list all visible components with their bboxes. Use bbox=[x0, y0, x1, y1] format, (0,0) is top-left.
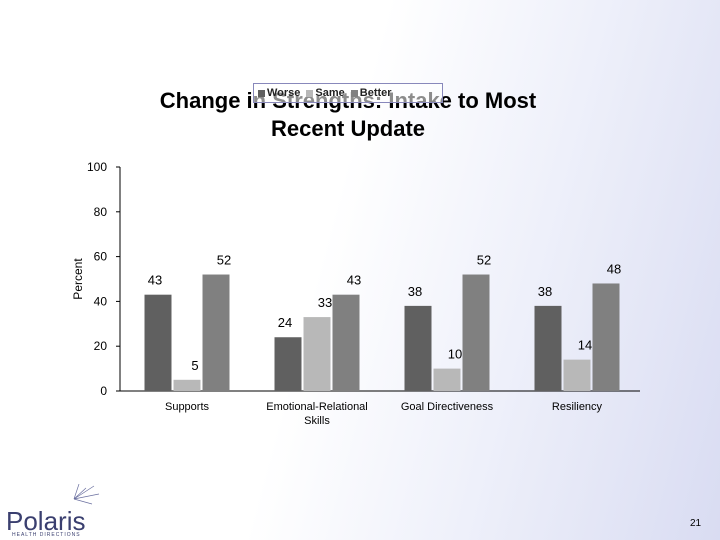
y-tick-label: 20 bbox=[94, 339, 108, 353]
data-label: 10 bbox=[448, 347, 462, 362]
y-tick-label: 0 bbox=[100, 384, 107, 398]
bar-better bbox=[332, 294, 360, 391]
x-category-label: Skills bbox=[304, 415, 330, 427]
legend-swatch-same bbox=[306, 89, 314, 97]
data-label: 43 bbox=[347, 273, 361, 288]
bar-same bbox=[563, 359, 591, 391]
x-category-label: Supports bbox=[165, 401, 210, 413]
chart-legend: Worse Same Better bbox=[253, 83, 443, 103]
data-label: 38 bbox=[538, 284, 552, 299]
polaris-logo: Polaris HEALTH DIRECTIONS bbox=[6, 484, 126, 538]
x-category-label: Goal Directiveness bbox=[401, 401, 494, 413]
bar-worse bbox=[534, 305, 562, 391]
y-tick-label: 100 bbox=[87, 160, 107, 174]
legend-item-same: Same bbox=[306, 87, 345, 99]
x-category-label: Resiliency bbox=[552, 401, 603, 413]
x-category-label: Emotional-Relational bbox=[266, 401, 368, 413]
logo-subtext: HEALTH DIRECTIONS bbox=[12, 532, 81, 538]
y-axis-label: Percent bbox=[71, 258, 85, 300]
legend-item-better: Better bbox=[350, 87, 392, 99]
logo-text: Polaris bbox=[6, 506, 86, 536]
page-number: 21 bbox=[690, 518, 702, 529]
bar-worse bbox=[404, 305, 432, 391]
legend-label-worse: Worse bbox=[267, 87, 301, 99]
legend-label-same: Same bbox=[315, 87, 345, 99]
bar-same bbox=[303, 317, 331, 391]
data-label: 43 bbox=[148, 273, 162, 288]
data-label: 52 bbox=[217, 253, 231, 268]
bar-same bbox=[173, 379, 201, 391]
data-label: 38 bbox=[408, 284, 422, 299]
y-tick-label: 60 bbox=[94, 250, 108, 264]
y-tick-label: 80 bbox=[94, 205, 108, 219]
data-label: 24 bbox=[278, 315, 292, 330]
legend-label-better: Better bbox=[359, 87, 392, 99]
y-tick-label: 40 bbox=[94, 294, 108, 308]
bar-better bbox=[202, 274, 230, 391]
data-label: 48 bbox=[607, 261, 621, 276]
bar-better bbox=[592, 283, 620, 391]
data-label: 14 bbox=[578, 338, 592, 353]
chart-title-line-2: Recent Update bbox=[270, 116, 426, 141]
data-label: 5 bbox=[191, 358, 198, 373]
data-label: 33 bbox=[318, 295, 332, 310]
data-label: 52 bbox=[477, 253, 491, 268]
legend-swatch-better bbox=[350, 89, 358, 97]
legend-item-worse: Worse bbox=[258, 87, 300, 99]
legend-swatch-worse bbox=[258, 89, 265, 97]
star-burst-icon bbox=[73, 484, 100, 505]
bar-better bbox=[462, 274, 490, 391]
bar-worse bbox=[274, 337, 302, 391]
bar-worse bbox=[144, 294, 172, 391]
bar-same bbox=[433, 368, 461, 391]
